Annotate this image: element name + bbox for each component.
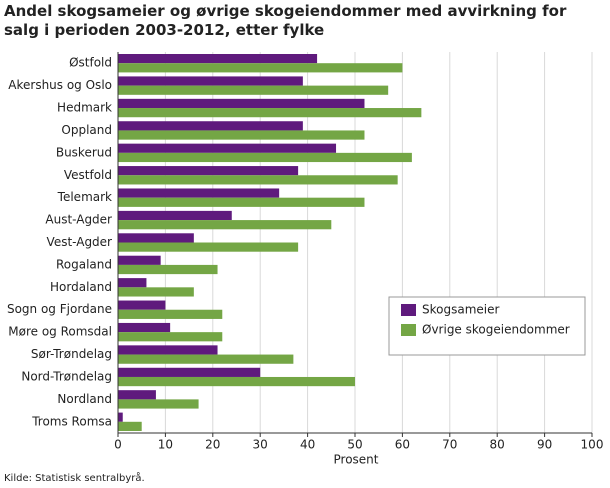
bar bbox=[118, 412, 123, 422]
bar bbox=[118, 345, 218, 355]
x-tick-label: 100 bbox=[581, 438, 604, 452]
chart-title: Andel skogsameier og øvrige skogeiendomm… bbox=[4, 2, 567, 39]
x-tick-label: 0 bbox=[114, 438, 122, 452]
y-tick-label: Nord-Trøndelag bbox=[21, 369, 112, 383]
bar bbox=[118, 210, 232, 221]
y-tick-label: Troms Romsa bbox=[31, 414, 112, 428]
x-tick-label: 10 bbox=[158, 438, 173, 452]
bar bbox=[118, 390, 156, 400]
bar bbox=[118, 399, 199, 409]
x-tick-label: 80 bbox=[490, 438, 505, 452]
y-tick-label: Buskerud bbox=[56, 145, 112, 159]
bar bbox=[118, 188, 280, 198]
legend-label: Øvrige skogeiendommer bbox=[422, 323, 570, 337]
legend: Skogsameier Øvrige skogeiendommer bbox=[388, 296, 586, 356]
legend-label: Skogsameier bbox=[422, 303, 499, 317]
x-tick-label: 50 bbox=[347, 438, 362, 452]
legend-box bbox=[388, 296, 586, 356]
x-tick-label: 70 bbox=[442, 438, 457, 452]
y-tick-label: Rogaland bbox=[56, 257, 112, 271]
y-tick-label: Hordaland bbox=[50, 280, 112, 294]
bar bbox=[118, 264, 218, 275]
y-tick-label: Østfold bbox=[69, 56, 112, 70]
bar bbox=[118, 152, 412, 163]
bar bbox=[118, 98, 365, 109]
x-tick-label: 30 bbox=[253, 438, 268, 452]
x-tick-label: 60 bbox=[395, 438, 410, 452]
x-axis-label: Prosent bbox=[334, 453, 379, 467]
x-tick-label: 40 bbox=[300, 438, 315, 452]
bar bbox=[118, 332, 223, 342]
y-tick-label: Hedmark bbox=[57, 101, 112, 115]
bar bbox=[118, 367, 261, 377]
bar bbox=[118, 322, 171, 333]
bar bbox=[118, 255, 161, 265]
x-tick-label: 90 bbox=[537, 438, 552, 452]
y-tick-label: Oppland bbox=[61, 123, 112, 137]
y-tick-label: Møre og Romsdal bbox=[8, 325, 112, 339]
bar bbox=[118, 76, 303, 86]
bar bbox=[118, 421, 142, 431]
bar bbox=[118, 121, 303, 131]
bar bbox=[118, 242, 299, 252]
bar bbox=[118, 85, 389, 95]
bar bbox=[118, 233, 194, 243]
bar bbox=[118, 300, 166, 310]
bar bbox=[118, 175, 398, 185]
y-tick-label: Akershus og Oslo bbox=[8, 78, 112, 92]
bar bbox=[118, 354, 294, 364]
bar bbox=[118, 108, 422, 118]
y-tick-label: Sogn og Fjordane bbox=[7, 302, 112, 316]
bar bbox=[118, 376, 355, 387]
bar bbox=[118, 197, 365, 207]
bar bbox=[118, 143, 337, 153]
bar bbox=[118, 130, 365, 140]
y-tick-label: Sør-Trøndelag bbox=[31, 347, 112, 361]
y-tick-label: Vestfold bbox=[64, 168, 112, 182]
x-tick-label: 20 bbox=[205, 438, 220, 452]
y-tick-label: Vest-Agder bbox=[47, 235, 113, 249]
bar bbox=[118, 63, 403, 73]
bar bbox=[118, 287, 194, 297]
y-tick-label: Aust-Agder bbox=[45, 213, 112, 227]
y-tick-label: Nordland bbox=[57, 392, 112, 406]
bar bbox=[118, 278, 147, 288]
bar bbox=[118, 166, 299, 176]
legend-swatch bbox=[401, 324, 416, 336]
legend-swatch bbox=[401, 304, 416, 316]
source: Kilde: Statistisk sentralbyrå. bbox=[4, 471, 145, 484]
bar bbox=[118, 220, 332, 230]
y-tick-label: Telemark bbox=[57, 190, 112, 204]
bar bbox=[118, 309, 223, 319]
bar bbox=[118, 54, 318, 64]
